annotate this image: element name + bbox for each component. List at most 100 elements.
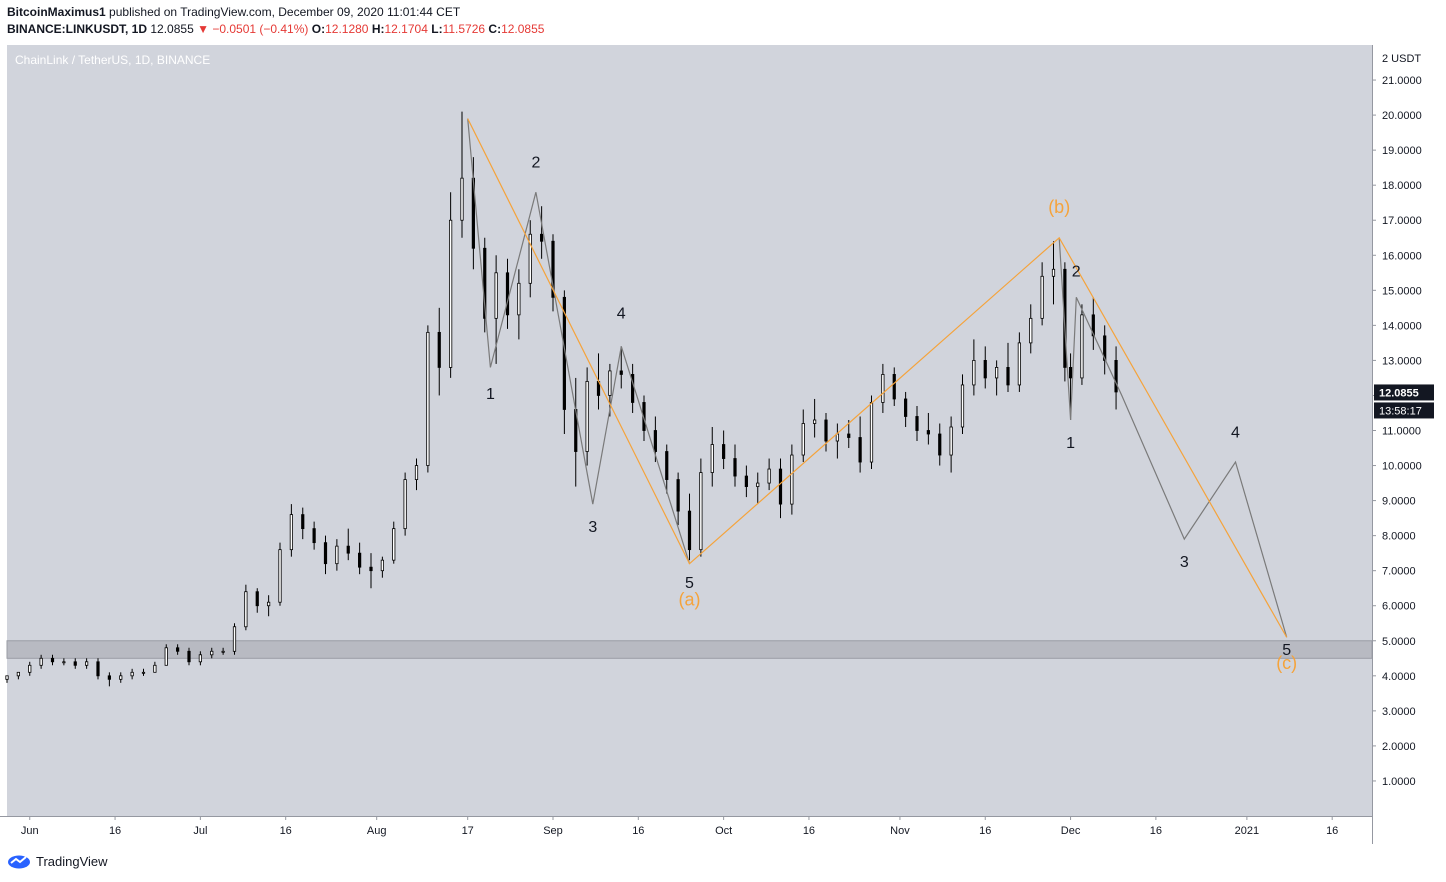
price-axis[interactable] bbox=[1372, 45, 1446, 844]
candle bbox=[631, 363, 635, 413]
wave-sub-c-label: 1 bbox=[1066, 435, 1075, 452]
candle-body bbox=[722, 444, 726, 459]
candle-body bbox=[528, 233, 532, 284]
candle-body bbox=[949, 426, 953, 456]
wave-main-label: (c) bbox=[1276, 653, 1297, 673]
candle bbox=[1006, 342, 1010, 392]
candle-body bbox=[733, 458, 737, 477]
y-tick-label: 3.0000 bbox=[1382, 706, 1416, 718]
y-tick-label: 1.0000 bbox=[1382, 776, 1416, 788]
candle bbox=[16, 671, 20, 680]
y-tick-label: 19.0000 bbox=[1382, 145, 1422, 157]
candle bbox=[813, 398, 817, 438]
candle-body bbox=[551, 240, 555, 298]
candle bbox=[392, 521, 396, 564]
candle bbox=[107, 672, 111, 687]
candle-body bbox=[790, 454, 794, 505]
y-tick-label: 7.0000 bbox=[1382, 566, 1416, 578]
wave-sub-c-label: 2 bbox=[1072, 263, 1081, 280]
candle-body bbox=[16, 671, 20, 677]
candle bbox=[1040, 262, 1044, 326]
candle bbox=[517, 269, 521, 340]
high-value: 12.1704 bbox=[384, 22, 428, 36]
candle-body bbox=[869, 402, 874, 463]
y-tick-label: 20.0000 bbox=[1382, 110, 1422, 122]
candle-body bbox=[119, 675, 123, 680]
candle bbox=[801, 409, 805, 463]
x-tick-label: 2021 bbox=[1235, 825, 1259, 837]
candle bbox=[278, 542, 282, 606]
x-tick-label: 16 bbox=[280, 825, 292, 837]
candle bbox=[687, 493, 692, 561]
candle-body bbox=[494, 272, 498, 319]
candle-body bbox=[392, 528, 396, 561]
candle bbox=[96, 658, 100, 680]
candle-body bbox=[1091, 314, 1095, 337]
candle bbox=[938, 423, 942, 466]
candle bbox=[585, 367, 589, 466]
candle-body bbox=[414, 465, 419, 480]
candle bbox=[335, 539, 339, 571]
y-tick-label: 15.0000 bbox=[1382, 285, 1422, 297]
candle-body bbox=[5, 675, 9, 680]
candle-body bbox=[232, 626, 237, 652]
x-tick-label: 16 bbox=[979, 825, 991, 837]
candle bbox=[1051, 241, 1056, 305]
plot-area[interactable] bbox=[7, 45, 1372, 816]
candle-body bbox=[141, 671, 146, 674]
candle-body bbox=[892, 374, 896, 400]
candle-body bbox=[289, 514, 293, 551]
candle-body bbox=[1068, 367, 1073, 379]
candle bbox=[50, 654, 55, 666]
candle bbox=[1091, 297, 1095, 350]
wave-sub-c-line bbox=[1058, 237, 1288, 638]
candle bbox=[904, 391, 908, 427]
candle-body bbox=[50, 657, 55, 663]
candle bbox=[460, 111, 464, 238]
candle-body bbox=[301, 514, 305, 530]
candle bbox=[426, 325, 430, 473]
candle bbox=[232, 623, 237, 655]
candle-body bbox=[585, 381, 589, 452]
footer-brand[interactable]: TradingView bbox=[7, 853, 108, 869]
candle bbox=[926, 412, 930, 445]
candle-body bbox=[619, 370, 623, 375]
candle-body bbox=[756, 482, 760, 487]
wave-sub-c-label: 3 bbox=[1180, 554, 1189, 571]
candle-body bbox=[437, 331, 441, 368]
candle-body bbox=[323, 542, 328, 565]
candle-body bbox=[904, 398, 908, 417]
x-tick-label: 16 bbox=[803, 825, 815, 837]
author-name[interactable]: BitcoinMaximus1 bbox=[7, 5, 106, 19]
time-axis[interactable] bbox=[0, 816, 1372, 844]
candle bbox=[323, 535, 328, 575]
candle-body bbox=[687, 510, 692, 551]
candle-body bbox=[505, 272, 510, 316]
candle-body bbox=[540, 233, 544, 242]
candle bbox=[289, 504, 293, 557]
candle-body bbox=[710, 444, 714, 473]
wave-sub-a-label: 5 bbox=[685, 575, 694, 592]
x-tick-label: Aug bbox=[367, 825, 387, 837]
candle-body bbox=[130, 671, 134, 677]
candle bbox=[528, 220, 532, 298]
y-tick-label: 5.0000 bbox=[1382, 636, 1416, 648]
candle bbox=[1114, 346, 1118, 410]
open-label: O: bbox=[311, 22, 326, 36]
candle-body bbox=[369, 566, 373, 572]
candle-body bbox=[358, 552, 362, 568]
candle bbox=[141, 668, 146, 676]
y-tick-label: 16.0000 bbox=[1382, 250, 1422, 262]
candle-body bbox=[39, 657, 43, 666]
countdown-tag bbox=[1374, 402, 1434, 419]
down-arrow-icon: ▼ bbox=[197, 22, 209, 36]
candle bbox=[676, 472, 680, 526]
candle-body bbox=[847, 433, 851, 438]
y-tick-label: 21.0000 bbox=[1382, 75, 1422, 87]
candle-body bbox=[938, 433, 942, 456]
candle bbox=[267, 595, 271, 617]
last-price: 12.0855 bbox=[150, 22, 194, 36]
candle bbox=[892, 367, 896, 406]
wave-sub-a-label: 4 bbox=[617, 305, 626, 322]
